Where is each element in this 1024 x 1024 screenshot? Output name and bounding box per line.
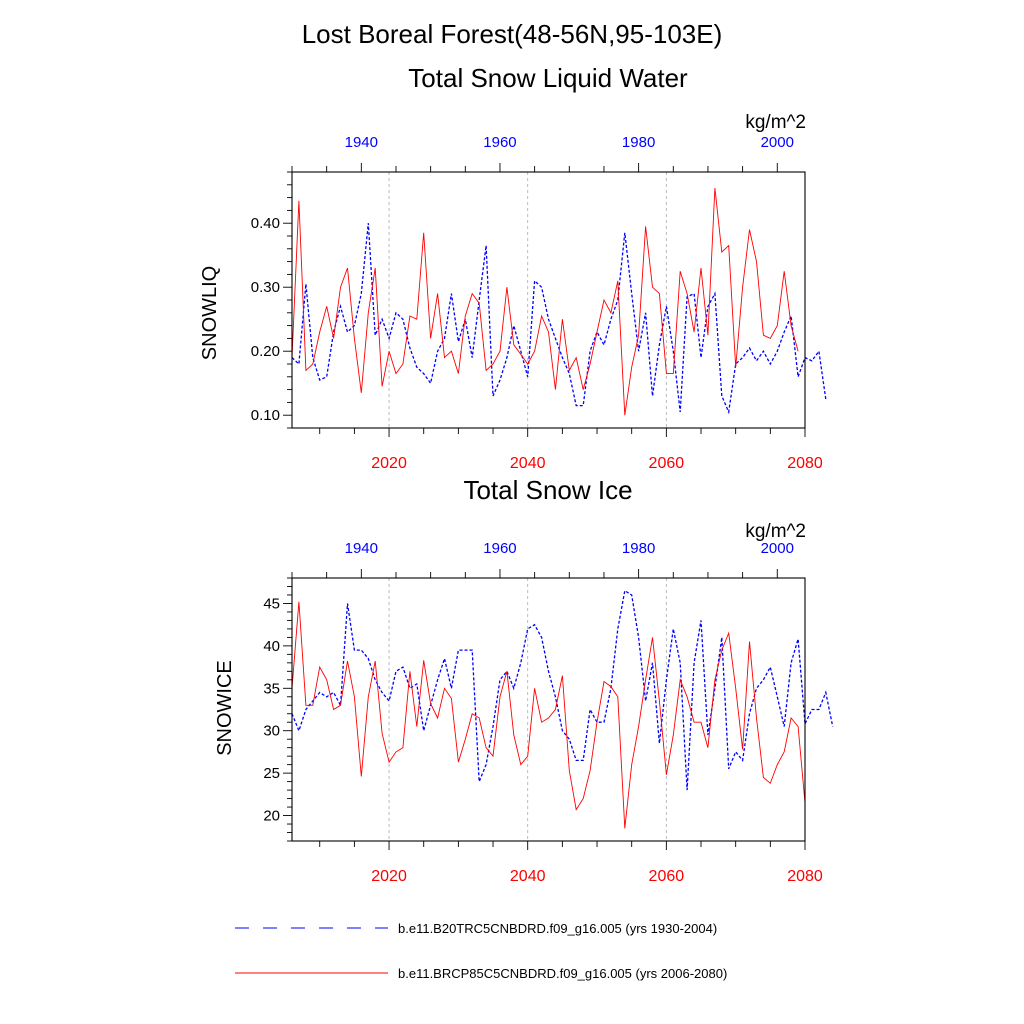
main-title: Lost Boreal Forest(48-56N,95-103E) xyxy=(302,19,723,49)
panel1-xtick-top-label: 1960 xyxy=(483,134,516,151)
panel1-ytick-label: 0.20 xyxy=(251,343,280,360)
panel2-xtick-top-label: 1980 xyxy=(622,540,655,557)
legend-hist-label: b.e11.B20TRC5CNBDRD.f09_g16.005 (yrs 193… xyxy=(398,921,717,936)
panel1-series-hist xyxy=(291,223,827,415)
panel2-ylabel: SNOWICE xyxy=(214,660,236,756)
panel2-frame xyxy=(291,577,806,842)
panel1-xtick-bottom-label: 2040 xyxy=(510,455,546,472)
panel2-ytick-label: 40 xyxy=(263,638,280,655)
panel1-title: Total Snow Liquid Water xyxy=(408,63,688,93)
panel1-units: kg/m^2 xyxy=(745,112,806,133)
panel2-plot: 20 25 30 35 40 45 2020 2040 2060 2080 1940 1960 1980… xyxy=(263,540,834,885)
panel1-xtick-bottom-label: 2080 xyxy=(787,455,823,472)
panel1-xtick-bottom-label: 2020 xyxy=(371,455,407,472)
panel1-xtick-bottom-label: 2060 xyxy=(649,455,685,472)
panel2-ytick-label: 35 xyxy=(263,680,280,697)
panel2-xtick-top-label: 1940 xyxy=(345,540,378,557)
panel2-ytick-label: 45 xyxy=(263,595,280,612)
panel1-series-future xyxy=(291,187,799,416)
panel1-xtick-top-label: 1940 xyxy=(345,134,378,151)
panel2-ytick-label: 30 xyxy=(263,723,280,740)
panel2-ytick-label: 25 xyxy=(263,765,280,782)
panel2-ytick-label: 20 xyxy=(263,808,280,825)
panel2-xtick-bottom-label: 2020 xyxy=(371,868,407,885)
legend-future-label: b.e11.BRCP85C5CNBDRD.f09_g16.005 (yrs 20… xyxy=(398,966,727,981)
panel1-xtick-top-label: 1980 xyxy=(622,134,655,151)
panel1-xtick-top-label: 2000 xyxy=(761,134,794,151)
panel2-title: Total Snow Ice xyxy=(463,475,632,505)
panel2-series-hist xyxy=(291,589,834,791)
panel1-plot: 0.10 0.20 0.30 0.40 2020 2040 2060 2080 1940 1960… xyxy=(251,134,827,472)
panel2-xtick-top-label: 1960 xyxy=(483,540,516,557)
panel1-ytick-label: 0.10 xyxy=(251,407,280,424)
panel2-xtick-bottom-label: 2040 xyxy=(510,868,546,885)
panel1-ylabel: SNOWLIQ xyxy=(199,266,221,360)
panel1-ytick-label: 0.40 xyxy=(251,215,280,232)
panel1-frame xyxy=(291,171,806,429)
panel1-ytick-label: 0.30 xyxy=(251,279,280,296)
panel2-xtick-top-label: 2000 xyxy=(761,540,794,557)
panel2-xtick-bottom-label: 2080 xyxy=(787,868,823,885)
panel2-series-future xyxy=(291,601,806,829)
panel2-xtick-bottom-label: 2060 xyxy=(649,868,685,885)
panel2-units: kg/m^2 xyxy=(745,521,806,542)
